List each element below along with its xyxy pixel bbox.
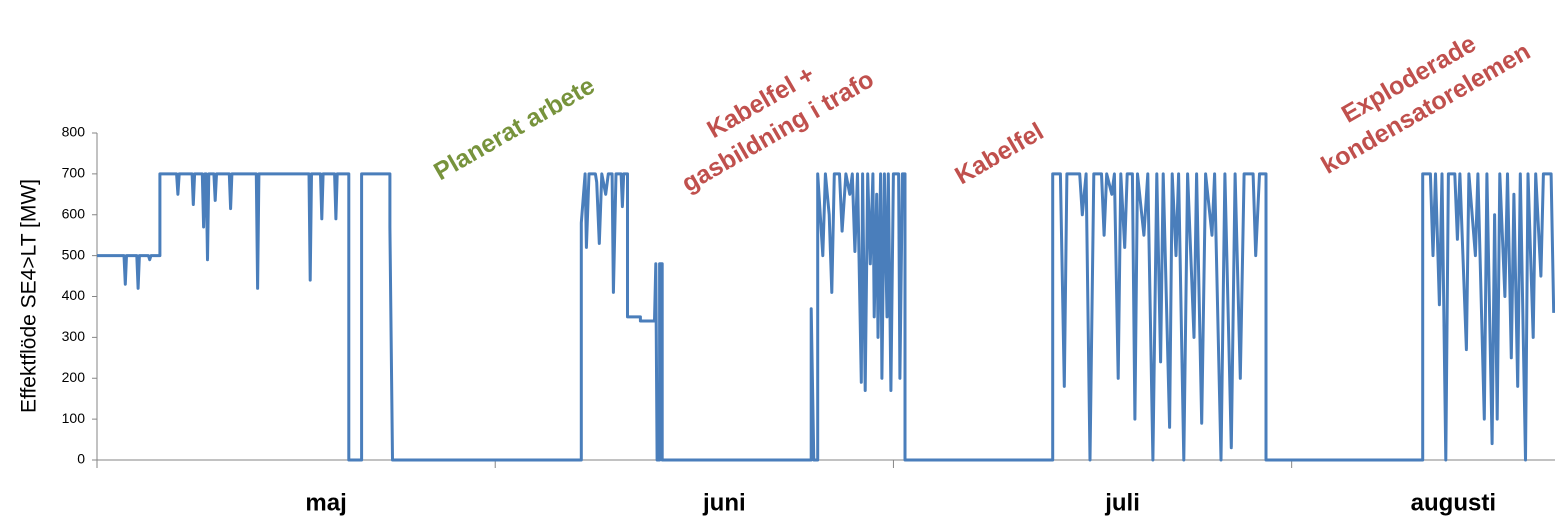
y-tick-label: 0	[77, 451, 85, 467]
annotation: Planerat arbete	[429, 71, 600, 186]
y-tick-label: 100	[62, 410, 86, 426]
annotation-text: Planerat arbete	[429, 71, 600, 186]
month-label: maj	[305, 489, 346, 516]
y-tick-label: 600	[62, 205, 86, 221]
y-axis-label: Effektflöde SE4>LT [MW]	[18, 179, 41, 413]
y-tick-label: 400	[62, 287, 86, 303]
annotation-text: Kabelfel	[950, 117, 1048, 190]
y-tick-label: 500	[62, 246, 86, 262]
y-tick-label: 300	[62, 328, 86, 344]
month-label: augusti	[1411, 489, 1496, 516]
y-tick-label: 700	[62, 165, 86, 181]
month-label: juni	[702, 489, 746, 516]
annotation: Kabelfel	[950, 117, 1048, 190]
y-tick-label: 800	[62, 124, 86, 140]
month-label: juli	[1104, 489, 1140, 516]
y-tick-label: 200	[62, 369, 86, 385]
data-line	[97, 172, 1555, 462]
